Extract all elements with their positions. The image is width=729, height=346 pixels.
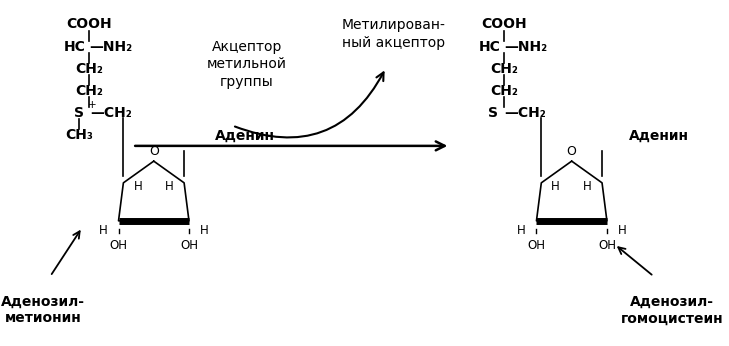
Text: —NH₂: —NH₂ <box>504 39 547 54</box>
Text: H: H <box>165 180 174 193</box>
Text: Аденин: Аденин <box>629 128 689 143</box>
Text: OH: OH <box>109 239 128 253</box>
FancyArrowPatch shape <box>235 72 383 137</box>
Text: CH₃: CH₃ <box>65 128 93 142</box>
Text: Акцептор
метильной
группы: Акцептор метильной группы <box>206 40 286 89</box>
Text: —NH₂: —NH₂ <box>90 39 133 54</box>
Text: Аденозил-
гомоцистеин: Аденозил- гомоцистеин <box>620 295 723 326</box>
Text: HC: HC <box>64 39 86 54</box>
Text: OH: OH <box>528 239 545 253</box>
Text: H: H <box>583 180 592 193</box>
Text: Аденозил-
метионин: Аденозил- метионин <box>1 295 85 326</box>
Text: OH: OH <box>598 239 616 253</box>
Text: S: S <box>74 106 84 120</box>
Text: H: H <box>133 180 142 193</box>
Text: H: H <box>200 224 208 237</box>
Text: +: + <box>88 100 97 110</box>
Text: CH₂: CH₂ <box>490 62 518 75</box>
Text: CH₂: CH₂ <box>76 62 104 75</box>
Text: H: H <box>99 224 108 237</box>
Text: O: O <box>149 145 159 158</box>
Text: OH: OH <box>180 239 198 253</box>
Text: S: S <box>488 106 498 120</box>
Text: —CH₂: —CH₂ <box>504 106 546 120</box>
Text: HC: HC <box>478 39 500 54</box>
Text: O: O <box>566 145 577 158</box>
Text: H: H <box>517 224 526 237</box>
Text: COOH: COOH <box>66 17 112 31</box>
Text: CH₂: CH₂ <box>76 84 104 98</box>
Text: —CH₂: —CH₂ <box>90 106 132 120</box>
Text: CH₂: CH₂ <box>490 84 518 98</box>
Text: COOH: COOH <box>481 17 526 31</box>
Text: H: H <box>617 224 626 237</box>
Text: Метилирован-
ный акцептор: Метилирован- ный акцептор <box>341 18 445 49</box>
Text: H: H <box>551 180 560 193</box>
Text: Аденин: Аденин <box>214 128 275 143</box>
